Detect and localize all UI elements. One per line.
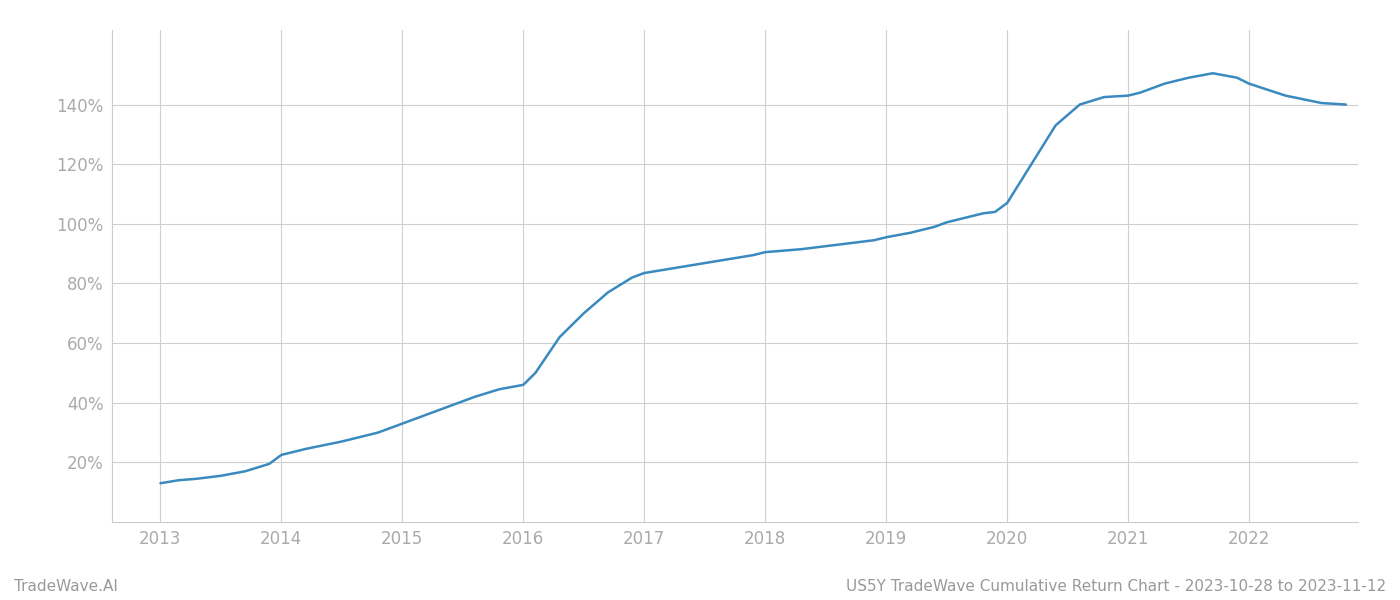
Text: TradeWave.AI: TradeWave.AI — [14, 579, 118, 594]
Text: US5Y TradeWave Cumulative Return Chart - 2023-10-28 to 2023-11-12: US5Y TradeWave Cumulative Return Chart -… — [846, 579, 1386, 594]
